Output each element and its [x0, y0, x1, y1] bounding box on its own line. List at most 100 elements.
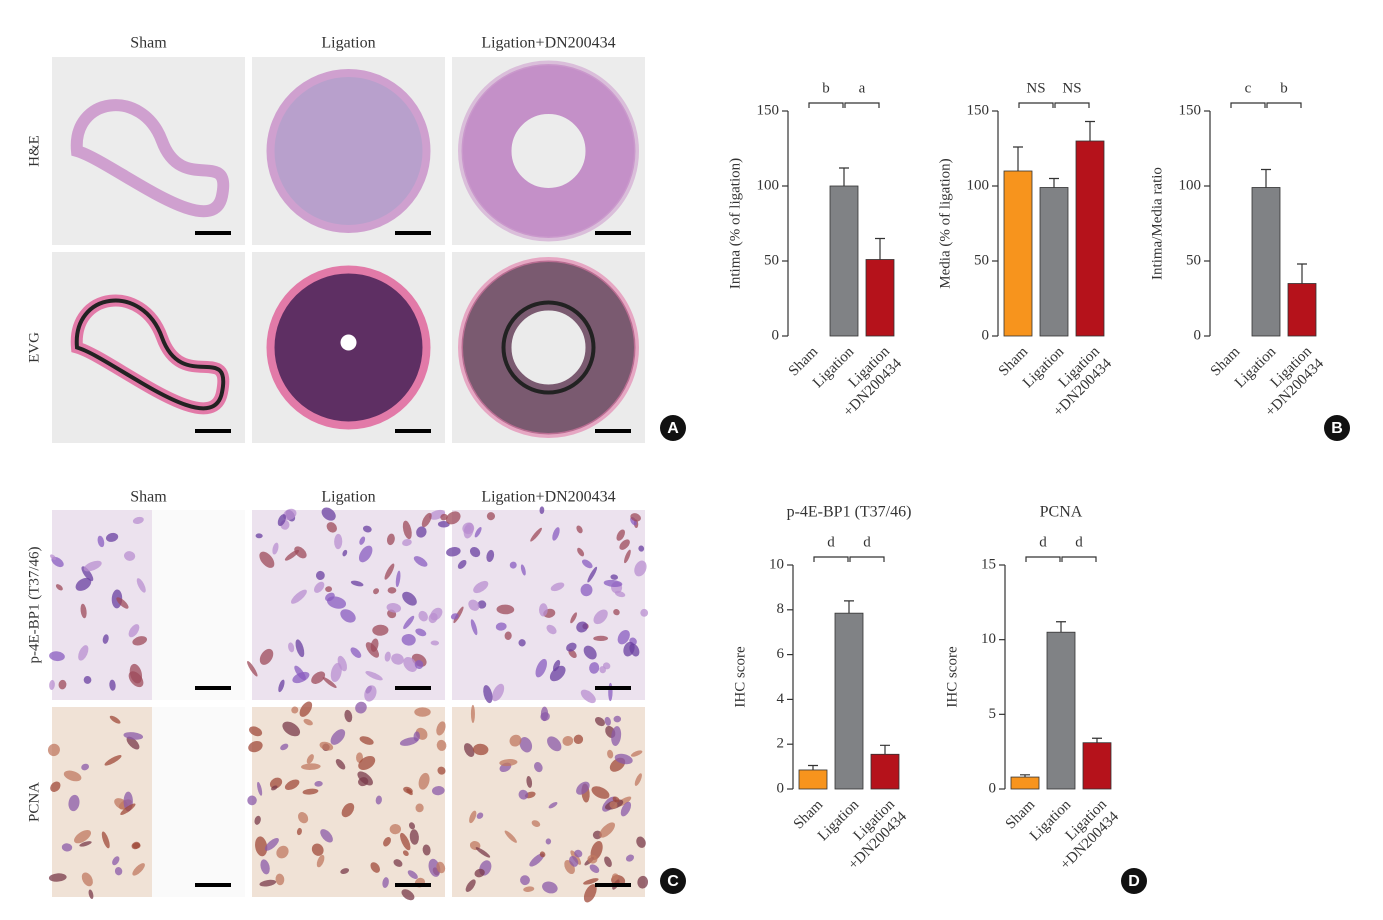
cell	[634, 560, 647, 577]
vessel-wall	[70, 99, 230, 218]
cell	[278, 679, 285, 693]
cell	[291, 706, 299, 714]
cell	[496, 604, 515, 615]
cell	[583, 645, 597, 660]
cell	[101, 831, 110, 849]
cell	[483, 685, 493, 704]
cell	[330, 729, 346, 745]
cell	[634, 773, 642, 786]
cell	[288, 642, 295, 653]
y-tick-label: 15	[981, 556, 996, 572]
cell	[275, 873, 285, 886]
cell	[534, 761, 543, 773]
cell	[436, 721, 446, 736]
cell	[334, 533, 343, 550]
cell	[391, 653, 404, 665]
cell	[63, 770, 82, 782]
cell	[616, 529, 625, 541]
cell	[630, 513, 641, 522]
cell	[49, 679, 55, 690]
y-tick-label: 0	[989, 780, 997, 796]
cell	[248, 741, 263, 753]
cell	[430, 640, 440, 646]
cell	[624, 549, 631, 564]
cell	[509, 561, 517, 569]
cell	[519, 737, 533, 753]
letter-badge	[1324, 415, 1350, 441]
cell	[311, 671, 326, 684]
bar	[1075, 140, 1105, 337]
cell	[545, 838, 552, 845]
chart-title: p-4E-BP1 (T37/46)	[787, 504, 912, 521]
cell	[136, 578, 146, 593]
micrograph	[247, 701, 447, 901]
cell	[546, 624, 557, 635]
significance-label: d	[1039, 534, 1047, 550]
cell	[431, 786, 445, 796]
y-tick-label: 0	[1194, 327, 1202, 343]
panel-letter: D	[1128, 873, 1140, 890]
cell	[495, 622, 507, 631]
cell	[465, 879, 476, 892]
cell	[591, 786, 610, 799]
bar	[829, 185, 859, 337]
y-axis-label: Media (% of ligation)	[937, 158, 953, 288]
cell	[403, 786, 413, 794]
cell	[414, 707, 431, 717]
cell	[81, 872, 93, 887]
cell	[529, 853, 545, 867]
bar	[1046, 631, 1076, 790]
cell	[614, 753, 633, 765]
row-label: H&E	[26, 135, 42, 167]
cell	[126, 736, 140, 750]
cell	[247, 661, 258, 677]
cell	[407, 870, 418, 879]
cell	[362, 525, 372, 533]
column-label: Ligation+DN200434	[481, 489, 615, 506]
cell	[120, 803, 136, 815]
cell	[401, 633, 416, 646]
cell	[129, 663, 143, 684]
lamina	[501, 300, 596, 395]
cell	[355, 701, 367, 714]
micrograph	[47, 707, 245, 899]
letter-badge	[1121, 868, 1147, 894]
y-axis-label: IHC score	[732, 646, 748, 708]
cell	[365, 671, 383, 681]
y-tick-label: 150	[1179, 102, 1202, 118]
cell	[358, 777, 369, 787]
cell	[384, 563, 395, 580]
cell	[475, 847, 491, 858]
cell	[311, 843, 324, 856]
error-bar	[839, 167, 849, 186]
cell	[445, 511, 461, 525]
error-bar	[844, 600, 854, 614]
cell	[364, 685, 377, 702]
error-bar	[1020, 774, 1030, 778]
cell	[109, 679, 116, 691]
cell	[531, 820, 541, 827]
cell	[255, 836, 268, 857]
cell	[322, 677, 337, 688]
cell	[469, 810, 477, 824]
vessel-outer	[458, 60, 639, 242]
cell	[295, 639, 305, 658]
significance-bracket	[849, 556, 885, 562]
cell	[473, 580, 489, 594]
cell	[569, 856, 579, 867]
vessel	[461, 64, 636, 238]
cell	[530, 527, 542, 542]
cell	[359, 536, 366, 545]
cell	[399, 737, 419, 746]
cell	[492, 683, 505, 702]
cell	[540, 712, 550, 721]
bar	[798, 769, 828, 790]
y-tick-label: 50	[1186, 252, 1201, 268]
micrograph	[252, 252, 445, 443]
cell	[523, 886, 535, 892]
cell	[595, 716, 605, 727]
cell	[593, 609, 608, 625]
cell	[292, 671, 310, 684]
cell	[306, 754, 314, 764]
cell	[413, 731, 420, 742]
